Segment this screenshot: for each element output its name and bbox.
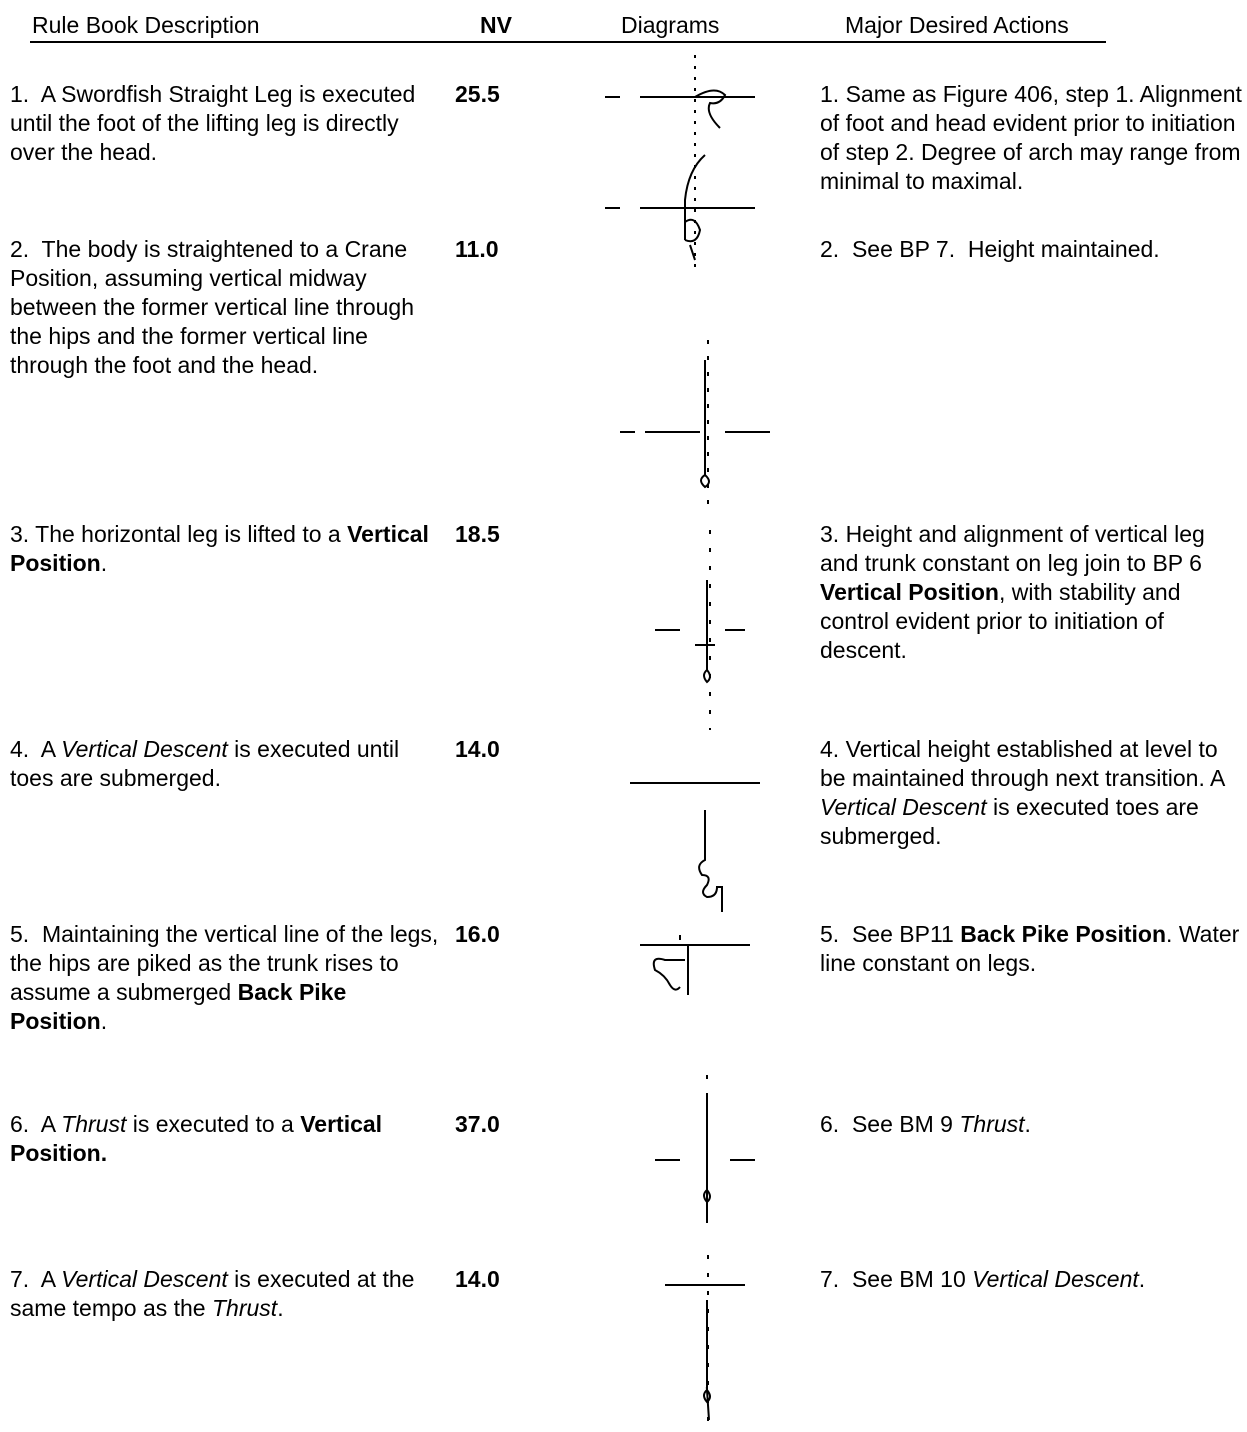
text-run: 4. Vertical height established at level … bbox=[820, 736, 1231, 791]
diagram-figure bbox=[652, 935, 689, 995]
diagram-figure bbox=[694, 89, 727, 129]
italic-run: Vertical Descent bbox=[61, 1266, 228, 1292]
diagram-figure bbox=[700, 360, 710, 489]
bold-run: Vertical Position bbox=[820, 579, 999, 605]
diagrams bbox=[605, 55, 770, 1425]
rule-description: 7. A Vertical Descent is executed at the… bbox=[10, 1265, 442, 1323]
nv-value: 37.0 bbox=[455, 1111, 500, 1137]
desired-actions: 3. Height and alignment of vertical leg … bbox=[820, 520, 1246, 665]
header-actions: Major Desired Actions bbox=[845, 12, 1069, 38]
italic-run: Thrust bbox=[959, 1111, 1025, 1137]
diagram-figure bbox=[698, 810, 723, 912]
desired-actions: 2. See BP 7. Height maintained. bbox=[820, 235, 1246, 264]
text-run: 6. A bbox=[10, 1111, 62, 1137]
rule-description: 1. A Swordfish Straight Leg is executed … bbox=[10, 80, 442, 167]
header-diagrams: Diagrams bbox=[621, 12, 720, 38]
bold-run: Vertical Position. bbox=[10, 1111, 389, 1166]
nv-value: 25.5 bbox=[455, 81, 500, 107]
text-run: . bbox=[100, 1008, 108, 1034]
header-description: Rule Book Description bbox=[32, 12, 260, 38]
rule-description: 3. The horizontal leg is lifted to a Ver… bbox=[10, 520, 442, 578]
text-run: 5. Maintaining the vertical line of the … bbox=[10, 921, 445, 1005]
text-run: 3. Height and alignment of vertical leg … bbox=[820, 521, 1212, 576]
text-run: 7. A bbox=[10, 1266, 62, 1292]
text-run: . bbox=[1024, 1111, 1031, 1137]
rule-description: 6. A Thrust is executed to a Vertical Po… bbox=[10, 1110, 442, 1168]
italic-run: Thrust bbox=[61, 1111, 127, 1137]
text-run: 7. See BM 10 bbox=[820, 1266, 973, 1292]
header-nv: NV bbox=[480, 12, 512, 38]
text-run: 3. The horizontal leg is lifted to a bbox=[10, 521, 348, 547]
rule-description: 2. The body is straightened to a Crane P… bbox=[10, 235, 442, 380]
text-run: is executed until toes are submerged. bbox=[10, 736, 406, 791]
text-run: 4. A bbox=[10, 736, 62, 762]
text-run: . bbox=[1138, 1266, 1146, 1292]
text-run: . Water line constant on legs. bbox=[820, 921, 1246, 976]
text-run: 1. Same as Figure 406, step 1. Alignment… bbox=[820, 81, 1242, 194]
desired-actions: 7. See BM 10 Vertical Descent. bbox=[820, 1265, 1246, 1294]
text-run: 2. See BP 7. Height maintained. bbox=[820, 236, 1160, 262]
text-run: is executed toes are submerged. bbox=[820, 794, 1206, 849]
italic-run: Vertical Descent bbox=[820, 794, 987, 820]
nv-value: 16.0 bbox=[455, 921, 500, 947]
nv-value: 18.5 bbox=[455, 521, 500, 547]
nv-value: 14.0 bbox=[455, 1266, 500, 1292]
bold-run: Vertical Position bbox=[10, 521, 436, 576]
text-run: 6. See BM 9 bbox=[820, 1111, 960, 1137]
bold-run: Back Pike Position bbox=[960, 921, 1167, 947]
text-run: 5. See BP11 bbox=[820, 921, 961, 947]
italic-run: Vertical Descent bbox=[972, 1266, 1139, 1292]
text-run: is executed at the same tempo as the bbox=[10, 1266, 421, 1321]
rule-description: 4. A Vertical Descent is executed until … bbox=[10, 735, 442, 793]
text-run: . bbox=[100, 550, 108, 576]
text-run: is executed to a bbox=[126, 1111, 301, 1137]
diagram-figure bbox=[684, 154, 706, 261]
diagram-figure bbox=[695, 580, 715, 684]
text-run: 1. A Swordfish Straight Leg is executed … bbox=[10, 81, 422, 165]
nv-value: 11.0 bbox=[455, 236, 499, 262]
diagram-figure bbox=[703, 1300, 711, 1421]
desired-actions: 4. Vertical height established at level … bbox=[820, 735, 1246, 851]
diagram-figure bbox=[703, 1095, 711, 1220]
header-rule bbox=[30, 41, 1106, 43]
desired-actions: 1. Same as Figure 406, step 1. Alignment… bbox=[820, 80, 1246, 196]
desired-actions: 6. See BM 9 Thrust. bbox=[820, 1110, 1246, 1139]
bold-run: Back Pike Position bbox=[10, 979, 353, 1034]
rule-description: 5. Maintaining the vertical line of the … bbox=[10, 920, 442, 1036]
text-run: 2. The body is straightened to a Crane P… bbox=[10, 236, 421, 378]
nv-value: 14.0 bbox=[455, 736, 500, 762]
italic-run: Vertical Descent bbox=[61, 736, 228, 762]
italic-run: Thrust bbox=[212, 1295, 278, 1321]
text-run: , with stability and control evident pri… bbox=[820, 579, 1187, 663]
text-run: . bbox=[277, 1295, 284, 1321]
desired-actions: 5. See BP11 Back Pike Position. Water li… bbox=[820, 920, 1246, 978]
